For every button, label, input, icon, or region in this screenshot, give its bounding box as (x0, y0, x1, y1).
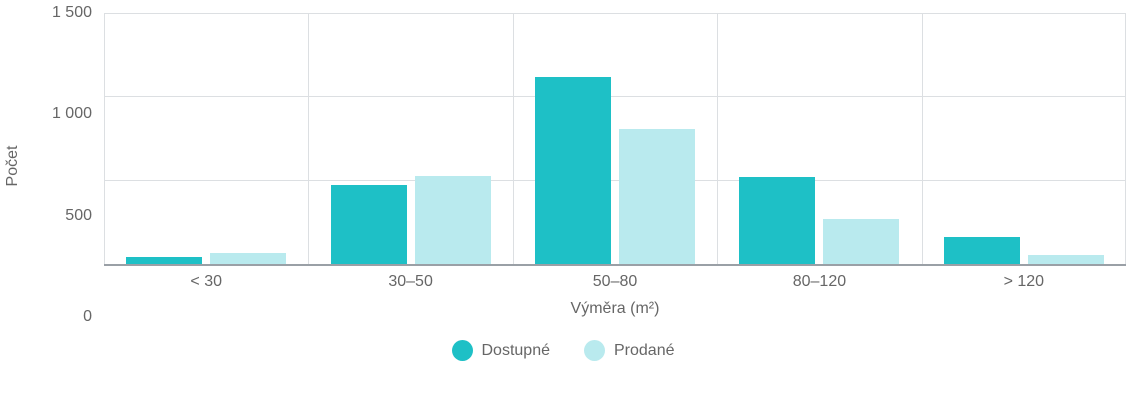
v-gridline (921, 14, 923, 264)
bar-prodané (823, 219, 900, 264)
bar-dostupné (535, 77, 612, 264)
legend-swatch-icon (584, 340, 605, 361)
h-gridline (104, 96, 1126, 98)
bar-groups (104, 14, 1126, 264)
chart-plot-row: Počet 0 500 1 000 1 500 < 30 30–50 50–80 80–12… (0, 4, 1126, 325)
bar-group (308, 14, 512, 264)
bar-group (922, 14, 1126, 264)
bar-dostupné (943, 236, 1020, 264)
legend-item-prodané[interactable]: Prodané (584, 340, 675, 361)
bar-dostupné (330, 184, 407, 264)
y-tick-label: 1 500 (51, 4, 92, 21)
legend-item-dostupné[interactable]: Dostupné (451, 340, 551, 361)
bar-group (513, 14, 717, 264)
x-tick-label: 80–120 (792, 273, 847, 290)
legend-label: Dostupné (481, 341, 551, 359)
h-gridline (104, 13, 1126, 14)
y-axis-ticks: 0 500 1 000 1 500 (26, 4, 104, 325)
x-axis-ticks: < 30 30–50 50–80 80–120 > 120 (104, 266, 1126, 298)
y-axis-title: Počet (0, 14, 26, 318)
bar-dostupné (126, 257, 203, 264)
plot-area (104, 13, 1126, 266)
y-axis-title-text: Počet (4, 145, 21, 187)
x-tick-label: 50–80 (592, 273, 638, 290)
bar-prodané (210, 253, 287, 264)
v-gridline (308, 14, 310, 264)
x-tick-label: 30–50 (388, 273, 433, 290)
bar-prodané (619, 129, 696, 264)
y-tick-label: 0 (83, 308, 92, 325)
x-tick-label: > 120 (1003, 273, 1045, 290)
y-tick-label: 500 (65, 206, 92, 224)
v-gridline (1125, 14, 1126, 264)
plot-column: < 30 30–50 50–80 80–120 > 120 Výměra (m²) (104, 13, 1126, 318)
bar-prodané (414, 175, 491, 264)
v-gridline (512, 14, 514, 264)
v-gridline (717, 14, 719, 264)
h-gridline (104, 179, 1126, 181)
bar-prodané (1027, 254, 1104, 264)
legend-swatch-icon (451, 340, 473, 361)
bar-group (717, 14, 921, 264)
legend-label: Prodané (614, 341, 675, 359)
chart-legend: Dostupné Prodané (0, 340, 1126, 361)
x-axis-title: Výměra (m²) (570, 300, 660, 317)
y-tick-label: 1 000 (51, 105, 92, 123)
x-tick-label: < 30 (190, 273, 222, 290)
v-gridline (104, 14, 105, 264)
bar-dostupné (739, 177, 816, 264)
bar-group (104, 14, 308, 264)
